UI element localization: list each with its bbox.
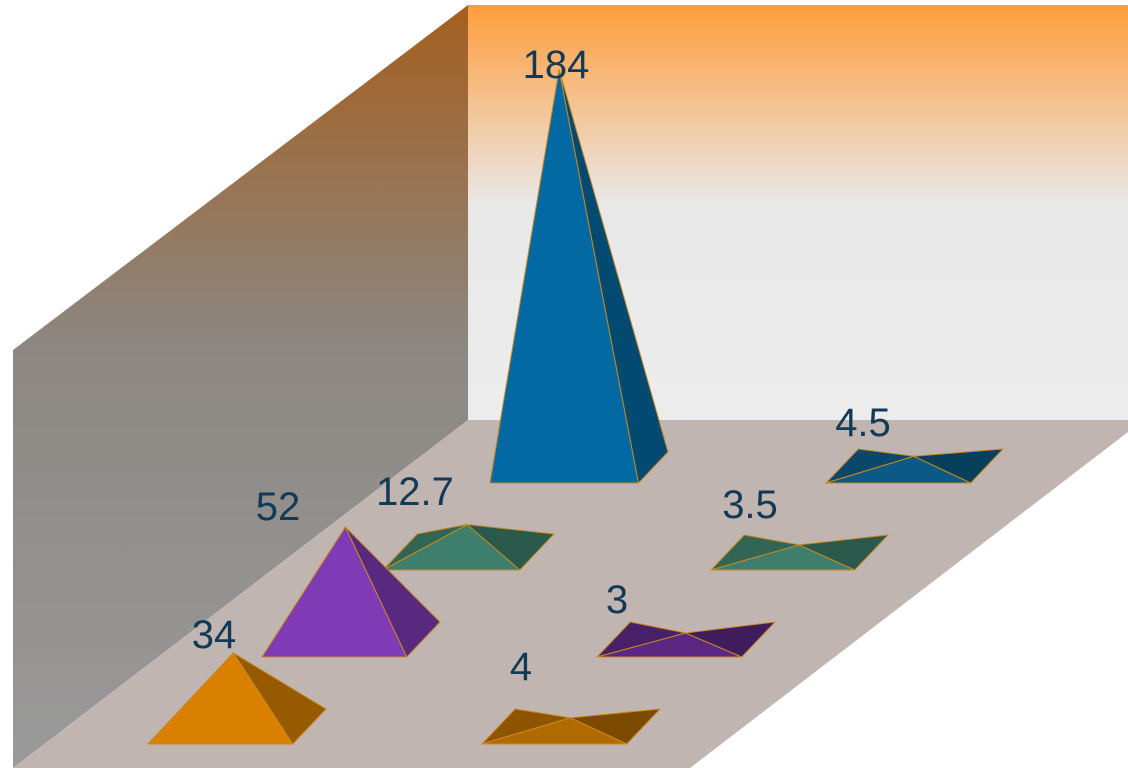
data-label-12-7: 12.7: [376, 470, 454, 514]
pyramid-4-side-face: [570, 708, 661, 745]
left-wall: [13, 5, 468, 768]
back-wall: [468, 5, 1128, 420]
pyramid-52-side-face: [344, 526, 441, 658]
pyramid-3-5: [710, 534, 889, 571]
pyramid-4-5: [825, 448, 1004, 484]
pyramid-3: [596, 621, 776, 658]
pyramid-4: [481, 708, 661, 745]
data-label-4-5: 4.5: [835, 401, 891, 445]
data-label-3-5: 3.5: [722, 483, 778, 527]
data-label-184: 184: [523, 43, 590, 87]
floor: [13, 420, 1128, 768]
pyramid-52: [261, 526, 441, 658]
pyramid-184-side-face: [558, 69, 669, 484]
data-label-3: 3: [606, 578, 628, 622]
data-label-34: 34: [192, 613, 237, 657]
data-label-52: 52: [256, 485, 301, 529]
pyramid-4-5-side-face: [913, 448, 1004, 484]
pyramid-12-7: [382, 524, 555, 571]
pyramid-3-5-side-face: [798, 534, 889, 571]
pyramid-184: [489, 69, 669, 484]
data-label-4: 4: [510, 645, 532, 689]
pyramid-3-side-face: [685, 621, 776, 658]
pyramid-12-7-side-face: [466, 524, 555, 571]
pyramid-34: [147, 652, 327, 745]
pyramid-34-side-face: [232, 652, 327, 745]
